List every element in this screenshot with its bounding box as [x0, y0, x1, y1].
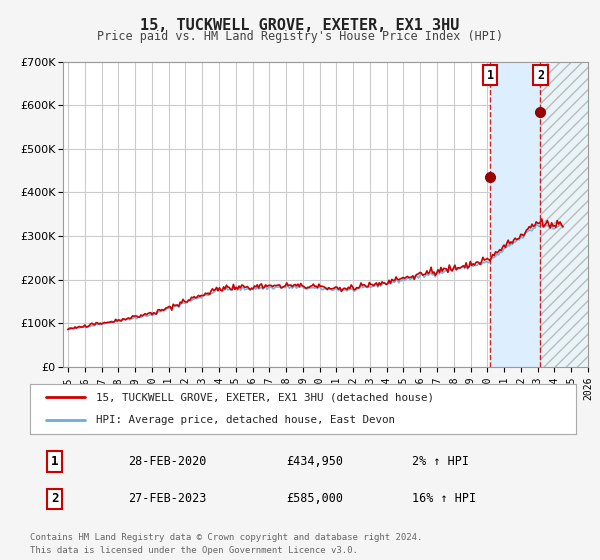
Text: Price paid vs. HM Land Registry's House Price Index (HPI): Price paid vs. HM Land Registry's House …	[97, 30, 503, 43]
Text: 1: 1	[487, 69, 494, 82]
Text: £434,950: £434,950	[287, 455, 344, 468]
Bar	[541, 62, 588, 367]
Text: 15, TUCKWELL GROVE, EXETER, EX1 3HU: 15, TUCKWELL GROVE, EXETER, EX1 3HU	[140, 18, 460, 33]
Text: Contains HM Land Registry data © Crown copyright and database right 2024.: Contains HM Land Registry data © Crown c…	[30, 533, 422, 542]
Text: 28-FEB-2020: 28-FEB-2020	[128, 455, 206, 468]
Text: 16% ↑ HPI: 16% ↑ HPI	[412, 492, 476, 506]
Text: 15, TUCKWELL GROVE, EXETER, EX1 3HU (detached house): 15, TUCKWELL GROVE, EXETER, EX1 3HU (det…	[95, 392, 434, 402]
Text: £585,000: £585,000	[287, 492, 344, 506]
Text: HPI: Average price, detached house, East Devon: HPI: Average price, detached house, East…	[95, 416, 395, 426]
Text: 2: 2	[51, 492, 58, 506]
Bar	[490, 62, 541, 367]
Text: 27-FEB-2023: 27-FEB-2023	[128, 492, 206, 506]
Text: This data is licensed under the Open Government Licence v3.0.: This data is licensed under the Open Gov…	[30, 546, 358, 555]
Text: 2% ↑ HPI: 2% ↑ HPI	[412, 455, 469, 468]
Text: 2: 2	[537, 69, 544, 82]
Text: 1: 1	[51, 455, 58, 468]
Bar	[541, 62, 588, 367]
